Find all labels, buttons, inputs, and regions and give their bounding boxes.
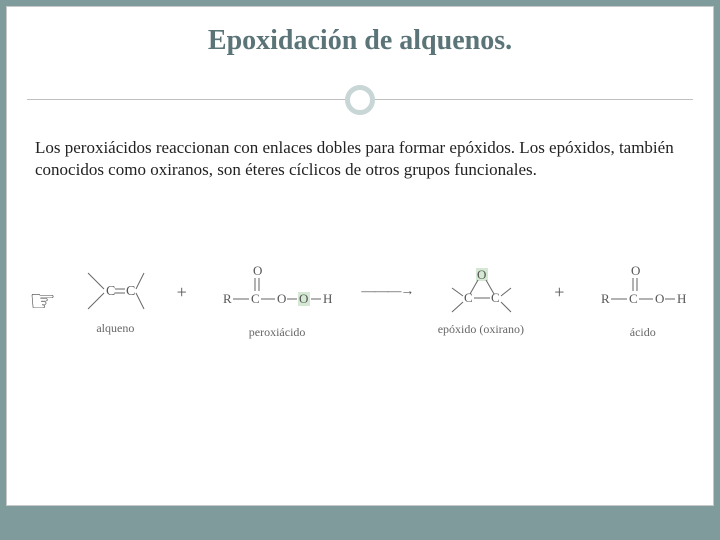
svg-text:C: C: [126, 284, 135, 299]
body-paragraph: Los peroxiácidos reaccionan con enlaces …: [35, 137, 685, 181]
pointing-hand-icon: ☞: [29, 284, 56, 319]
alkene-structure-icon: C C: [84, 267, 146, 315]
peroxyacid-structure-icon: O R C O O H: [217, 263, 337, 319]
svg-text:C: C: [629, 291, 638, 306]
divider-circle-icon: [345, 85, 375, 115]
svg-text:C: C: [491, 290, 500, 305]
svg-text:O: O: [299, 291, 308, 306]
title-area: Epoxidación de alquenos.: [7, 7, 713, 57]
svg-text:H: H: [323, 291, 332, 306]
reaction-arrow-icon: ———→: [361, 284, 413, 318]
svg-text:O: O: [277, 291, 286, 306]
svg-text:O: O: [631, 263, 640, 278]
svg-text:R: R: [601, 291, 610, 306]
epoxide-label: epóxido (oxirano): [438, 322, 524, 337]
molecule-peroxyacid: O R C O O H peroxiácido: [217, 263, 337, 340]
plus-sign-1: +: [177, 282, 187, 321]
molecule-epoxide: O C C epóxido (oxirano): [438, 266, 524, 337]
slide-title: Epoxidación de alquenos.: [7, 25, 713, 57]
peroxy-o-top: O: [253, 263, 262, 278]
svg-text:R: R: [223, 291, 232, 306]
slide-frame: Epoxidación de alquenos. Los peroxiácido…: [0, 0, 720, 540]
svg-text:H: H: [677, 291, 686, 306]
epoxide-structure-icon: O C C: [448, 266, 514, 316]
plus-sign-2: +: [554, 282, 564, 321]
svg-text:C: C: [251, 291, 260, 306]
svg-text:C: C: [106, 284, 115, 299]
svg-text:O: O: [655, 291, 664, 306]
reaction-scheme: ☞ C C alqueno + O: [17, 241, 703, 361]
molecule-alkene: C C alqueno: [84, 267, 146, 336]
svg-text:O: O: [477, 267, 486, 282]
slide-inner: Epoxidación de alquenos. Los peroxiácido…: [6, 6, 714, 506]
acid-structure-icon: O R C O H: [595, 263, 691, 319]
peroxyacid-label: peroxiácido: [249, 325, 306, 340]
molecule-acid: O R C O H ácido: [595, 263, 691, 340]
acid-label: ácido: [630, 325, 656, 340]
alkene-label: alqueno: [96, 321, 134, 336]
svg-text:C: C: [464, 290, 473, 305]
